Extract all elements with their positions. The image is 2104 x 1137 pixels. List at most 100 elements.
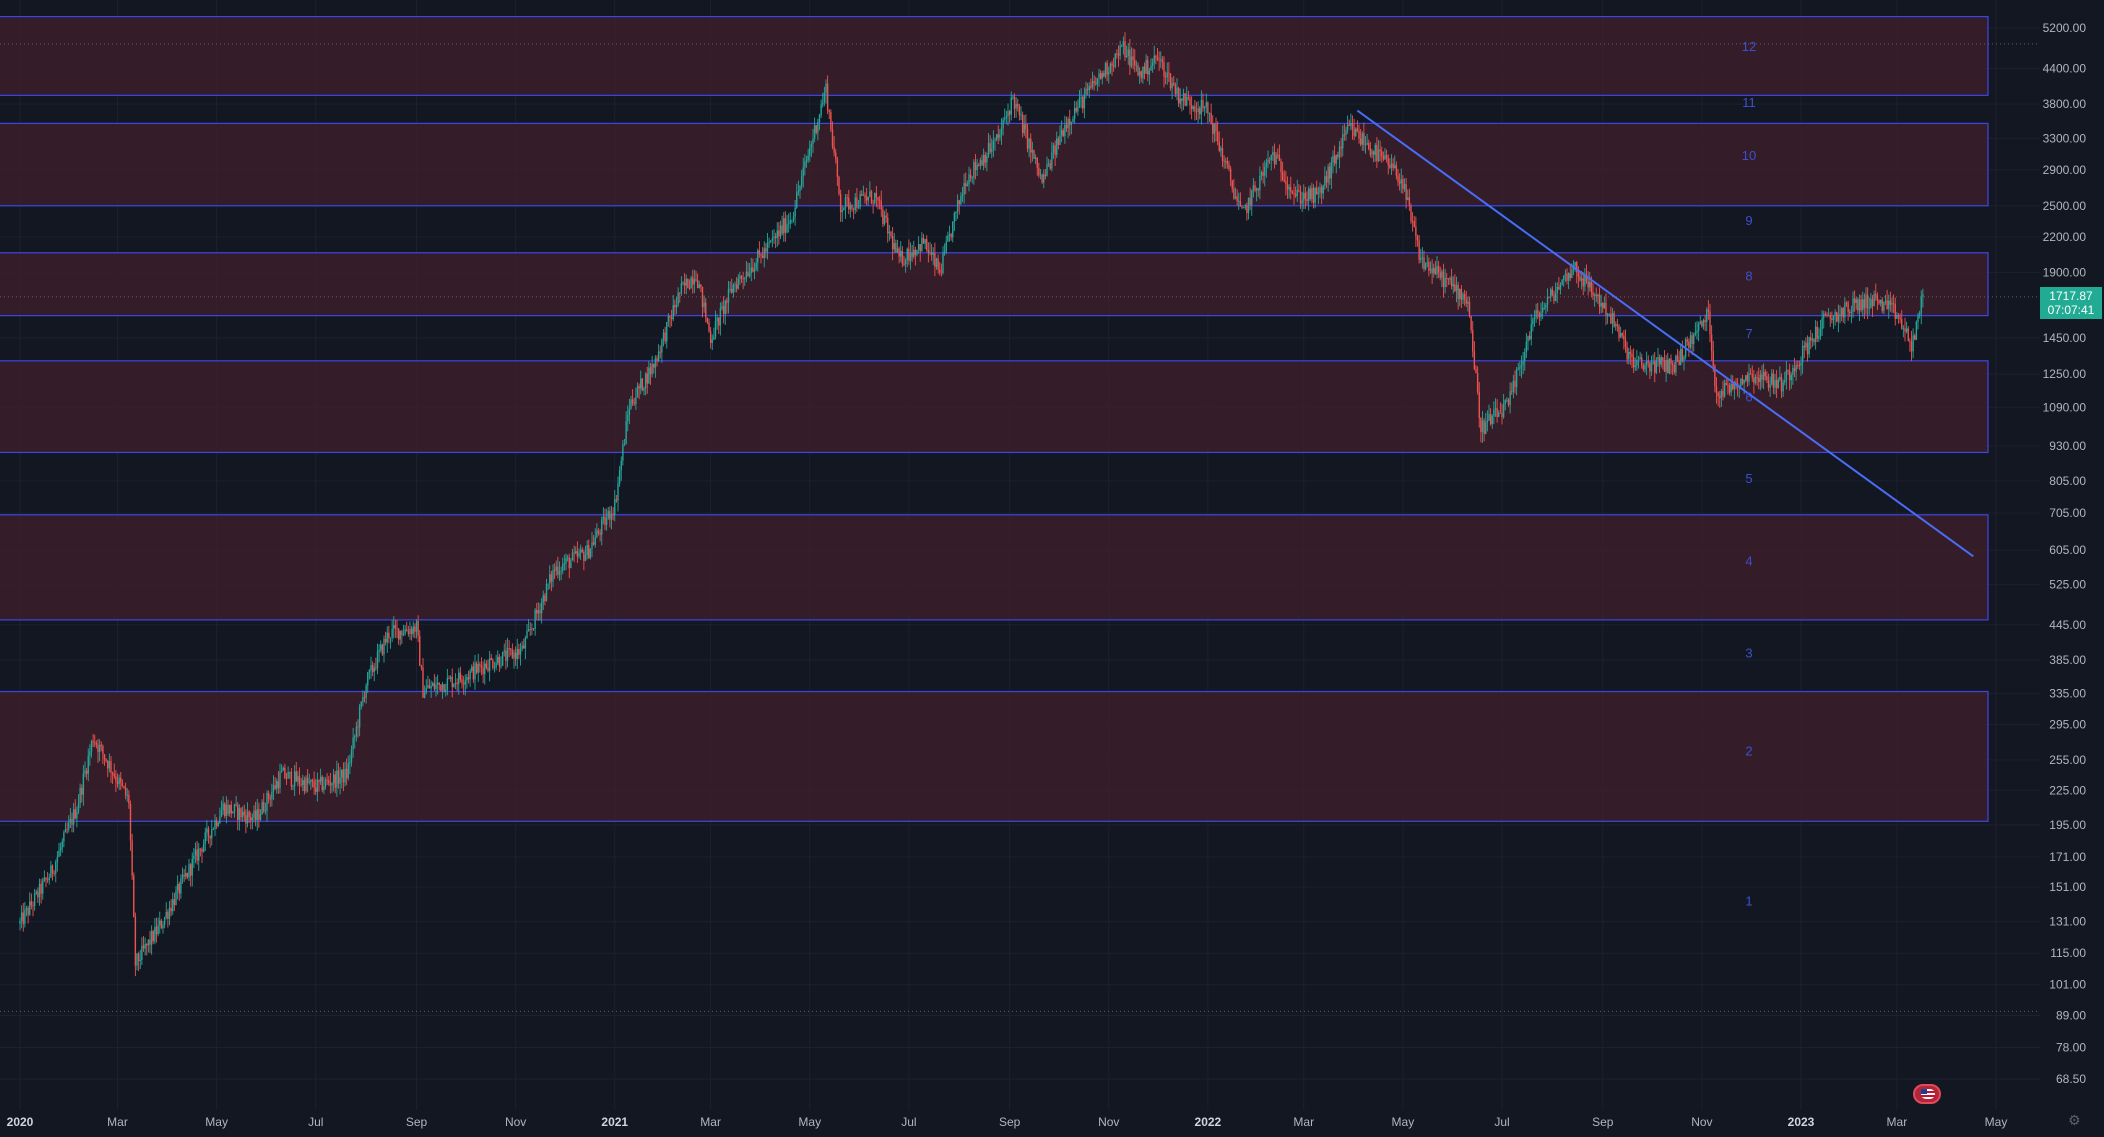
candle-body xyxy=(797,191,800,193)
last-price-badge: 1717.87 07:07:41 xyxy=(2040,287,2102,319)
candle-body xyxy=(1658,357,1661,365)
candle-body xyxy=(1384,154,1386,160)
candle-body xyxy=(1376,144,1378,161)
candle-body xyxy=(1130,56,1133,67)
candle-body xyxy=(449,677,452,679)
candle-body xyxy=(1839,314,1841,317)
candle-body xyxy=(1441,271,1443,278)
candle-body xyxy=(154,926,156,942)
candle-body xyxy=(1697,323,1700,331)
candle-body xyxy=(961,194,964,197)
candle-body xyxy=(922,237,925,244)
candle-body xyxy=(1660,357,1662,365)
candle-body xyxy=(1662,357,1664,361)
candle-body xyxy=(726,300,728,303)
candle-body xyxy=(313,781,315,788)
candle-body xyxy=(1197,108,1199,112)
price-axis[interactable]: 5200.00 4400.00 3800.00 3300.00 2900.00 2500.… xyxy=(2040,0,2104,1132)
candle-body xyxy=(1371,151,1373,155)
us-flag-icon[interactable] xyxy=(1913,1084,1941,1104)
candle-body xyxy=(259,814,262,820)
candle-body xyxy=(146,944,148,946)
time-axis[interactable]: 2020 Mar May Jul Sep Nov 2021 Mar May Jul Sep Nov 20… xyxy=(0,1110,2104,1132)
candle-body xyxy=(115,776,117,782)
candle-body xyxy=(1124,41,1126,58)
candle-body xyxy=(94,742,96,744)
candle-body xyxy=(1309,188,1311,199)
candle-body xyxy=(241,811,244,817)
candle-body xyxy=(908,248,910,261)
candle-body xyxy=(705,302,707,318)
candle-body xyxy=(1540,312,1542,318)
candle-body xyxy=(1140,71,1142,79)
candle-body xyxy=(527,629,530,631)
candle-body xyxy=(206,828,208,833)
candle-body xyxy=(794,207,796,217)
candle-body xyxy=(1515,369,1518,388)
candle-body xyxy=(1065,124,1068,129)
candle-body xyxy=(1317,192,1320,195)
price-zones xyxy=(0,16,1989,822)
time-tick-label: 2022 xyxy=(1195,1115,1222,1129)
candle-body xyxy=(1039,174,1042,176)
candle-body xyxy=(1701,321,1703,327)
candle-body xyxy=(786,224,788,233)
candle-body xyxy=(443,684,445,692)
candle-body xyxy=(640,378,642,389)
candle-body xyxy=(1753,377,1755,384)
candle-body xyxy=(1008,111,1011,115)
candle-body xyxy=(37,891,39,898)
candle-body xyxy=(940,272,943,274)
candle-body xyxy=(849,205,852,210)
candle-body xyxy=(1226,160,1229,165)
candle-body xyxy=(295,771,297,782)
candle-body xyxy=(1231,180,1233,189)
candle-body xyxy=(638,386,640,389)
candle-body xyxy=(32,905,34,907)
candle-body xyxy=(100,744,102,746)
candle-body xyxy=(813,125,816,139)
candle-body xyxy=(423,692,426,698)
candle-body xyxy=(1012,96,1014,98)
candle-body xyxy=(1410,205,1412,222)
candle-body xyxy=(878,200,881,202)
candle-body xyxy=(1709,311,1711,335)
candle-body xyxy=(1782,382,1784,392)
candle-body xyxy=(228,804,231,814)
candle-body xyxy=(1072,118,1074,123)
candle-body xyxy=(1904,328,1906,332)
candle-body xyxy=(1579,276,1581,281)
candle-body xyxy=(1561,279,1563,285)
candle-body xyxy=(716,317,718,322)
candle-body xyxy=(302,780,304,785)
candle-body xyxy=(237,804,239,820)
candle-body xyxy=(1476,372,1479,392)
trendline-group[interactable] xyxy=(1356,109,1974,558)
price-tick-label: 4400.00 xyxy=(2043,62,2087,76)
candle-body xyxy=(1281,172,1284,180)
candle-body xyxy=(1663,360,1666,372)
candle-body xyxy=(1280,161,1282,173)
candle-body xyxy=(199,848,202,850)
candle-body xyxy=(1852,298,1854,312)
candle-body xyxy=(297,775,299,782)
candle-body xyxy=(1668,358,1671,374)
candle-body xyxy=(1420,258,1422,260)
time-tick-label: Nov xyxy=(1691,1115,1712,1129)
candle-body xyxy=(1795,365,1797,372)
candle-body xyxy=(745,271,748,279)
candle-body xyxy=(1291,191,1294,194)
candle-body xyxy=(1293,193,1295,195)
candle-body xyxy=(1642,365,1645,370)
gear-icon[interactable]: ⚙ xyxy=(2068,1113,2081,1129)
candle-body xyxy=(107,761,109,769)
candle-body xyxy=(250,816,252,821)
candle-body xyxy=(700,284,702,287)
price-tick-label: 3300.00 xyxy=(2043,131,2087,145)
candle-body xyxy=(193,855,195,859)
time-tick-label: May xyxy=(798,1115,821,1129)
candle-body xyxy=(612,513,614,516)
candle-body xyxy=(740,276,743,279)
